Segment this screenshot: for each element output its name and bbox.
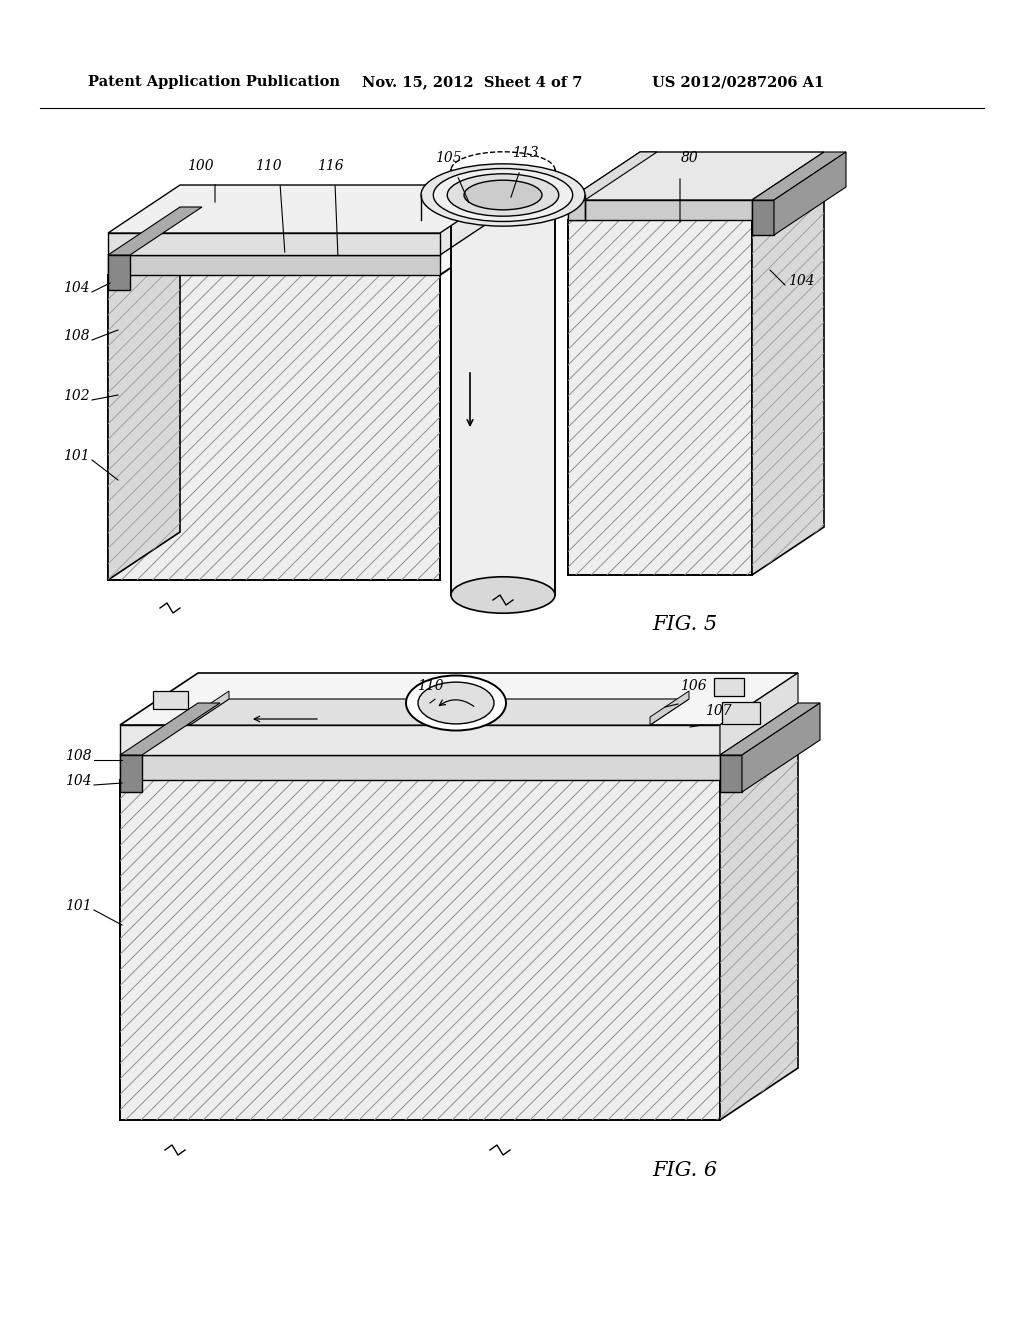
Polygon shape: [120, 755, 720, 780]
Polygon shape: [120, 704, 220, 755]
Text: 104: 104: [788, 275, 815, 288]
Polygon shape: [774, 152, 846, 235]
Polygon shape: [108, 185, 512, 234]
Text: 116: 116: [316, 158, 343, 173]
Polygon shape: [722, 702, 760, 725]
Polygon shape: [154, 692, 188, 709]
Polygon shape: [742, 704, 820, 792]
Text: Patent Application Publication: Patent Application Publication: [88, 75, 340, 88]
Polygon shape: [190, 690, 229, 725]
Polygon shape: [108, 255, 440, 275]
Ellipse shape: [447, 174, 559, 216]
Polygon shape: [120, 755, 142, 792]
Ellipse shape: [421, 164, 585, 226]
Text: 105: 105: [434, 150, 462, 165]
Ellipse shape: [433, 169, 572, 222]
Ellipse shape: [406, 676, 506, 730]
Polygon shape: [752, 152, 846, 201]
Text: 106: 106: [680, 678, 707, 693]
Text: 108: 108: [66, 748, 92, 763]
Ellipse shape: [451, 577, 555, 614]
Polygon shape: [108, 227, 512, 275]
Polygon shape: [108, 255, 130, 290]
Polygon shape: [720, 755, 742, 792]
Polygon shape: [568, 220, 752, 576]
Polygon shape: [568, 152, 824, 201]
Text: 110: 110: [417, 678, 443, 693]
Ellipse shape: [464, 181, 542, 210]
Polygon shape: [568, 201, 585, 220]
Polygon shape: [568, 172, 824, 220]
Polygon shape: [190, 700, 689, 725]
Polygon shape: [720, 704, 820, 755]
Polygon shape: [120, 725, 720, 755]
Text: 104: 104: [63, 281, 90, 294]
Polygon shape: [120, 673, 798, 725]
Text: 101: 101: [63, 449, 90, 463]
Polygon shape: [108, 207, 512, 255]
Text: Nov. 15, 2012  Sheet 4 of 7: Nov. 15, 2012 Sheet 4 of 7: [362, 75, 583, 88]
Text: FIG. 5: FIG. 5: [652, 615, 717, 635]
Text: 113: 113: [512, 147, 539, 160]
Text: FIG. 6: FIG. 6: [652, 1160, 717, 1180]
Polygon shape: [120, 704, 798, 755]
Text: 107: 107: [705, 704, 731, 718]
Polygon shape: [714, 678, 743, 697]
Polygon shape: [650, 690, 689, 725]
Polygon shape: [720, 673, 798, 755]
Text: 104: 104: [66, 774, 92, 788]
Polygon shape: [108, 275, 440, 579]
Polygon shape: [108, 234, 440, 255]
Polygon shape: [568, 201, 752, 220]
Polygon shape: [568, 152, 657, 201]
Text: 100: 100: [186, 158, 213, 173]
Polygon shape: [120, 780, 720, 1119]
Text: US 2012/0287206 A1: US 2012/0287206 A1: [652, 75, 824, 88]
Text: 101: 101: [66, 899, 92, 913]
Polygon shape: [451, 170, 555, 595]
Text: 80: 80: [681, 150, 698, 165]
Polygon shape: [752, 172, 824, 576]
Text: 108: 108: [63, 329, 90, 343]
Ellipse shape: [418, 682, 494, 723]
Polygon shape: [108, 227, 180, 579]
Polygon shape: [752, 201, 774, 235]
Polygon shape: [720, 729, 798, 1119]
Polygon shape: [120, 729, 798, 780]
Polygon shape: [108, 207, 202, 255]
Text: 110: 110: [255, 158, 282, 173]
Text: 102: 102: [63, 389, 90, 403]
